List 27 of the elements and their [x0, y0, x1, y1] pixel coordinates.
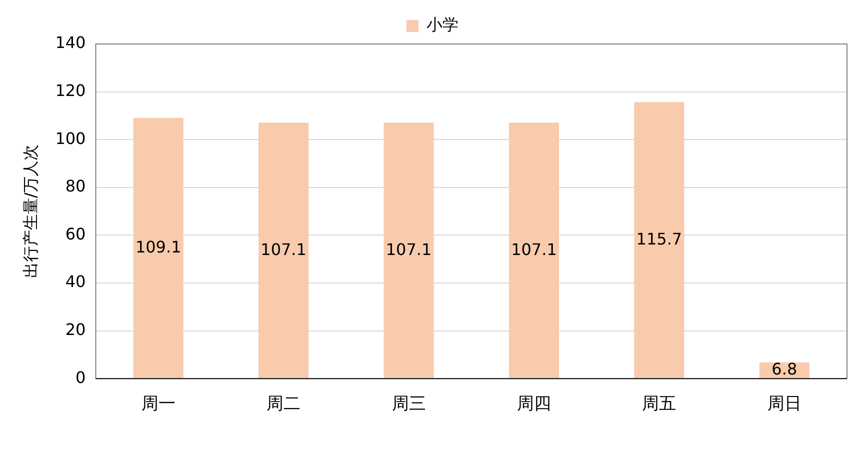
bar — [258, 122, 309, 378]
data-label: 107.1 — [511, 240, 557, 259]
bar — [133, 118, 184, 378]
y-tick-label: 100 — [55, 128, 86, 148]
data-label: 107.1 — [386, 240, 432, 259]
y-tick-label: 140 — [55, 33, 86, 52]
x-tick-label: 周五 — [642, 394, 676, 414]
x-tick-label: 周二 — [266, 394, 301, 414]
x-tick-label: 周三 — [392, 394, 426, 414]
y-tick-label: 20 — [65, 320, 86, 339]
y-axis-title: 出行产生量/万人次 — [20, 144, 40, 278]
y-tick-label: 0 — [76, 368, 86, 387]
x-tick-label: 周日 — [767, 394, 802, 414]
x-tick-label: 周四 — [516, 394, 551, 414]
bar — [384, 122, 434, 378]
legend-label: 小学 — [426, 15, 458, 34]
y-tick-label: 120 — [55, 80, 86, 100]
x-tick-label: 周一 — [141, 394, 176, 414]
bar — [508, 122, 560, 378]
bar — [634, 102, 684, 378]
data-label: 6.8 — [772, 360, 798, 379]
y-tick-label: 40 — [65, 272, 86, 292]
data-label: 107.1 — [260, 240, 306, 259]
y-tick-label: 60 — [65, 224, 86, 244]
data-label: 109.1 — [135, 237, 182, 256]
data-label: 115.7 — [636, 229, 682, 248]
y-tick-label: 80 — [65, 176, 86, 196]
